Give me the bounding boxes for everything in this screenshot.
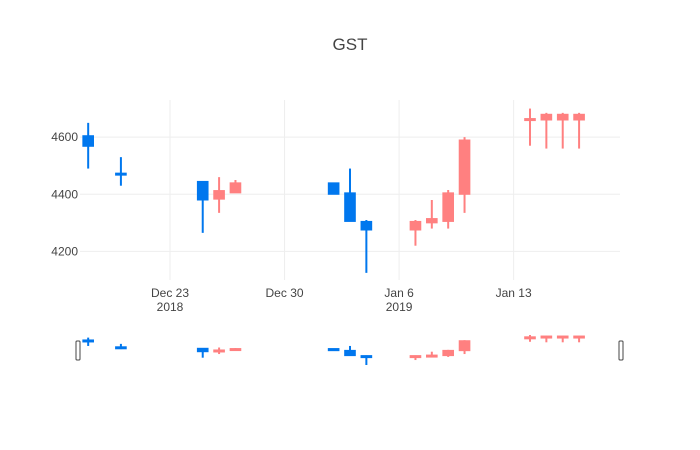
- x-tick-label: Jan 13: [496, 286, 532, 300]
- slider-candle-body: [540, 335, 553, 339]
- slider-candle: [524, 335, 536, 342]
- candle-body: [426, 218, 438, 224]
- y-tick-label: 4400: [51, 187, 78, 201]
- slider-candle-body: [213, 349, 225, 353]
- candle-decreasing[interactable]: [82, 122, 95, 169]
- slider-candle: [229, 348, 242, 352]
- candle-decreasing[interactable]: [344, 168, 356, 222]
- y-tick-label: 4600: [51, 130, 78, 144]
- slider-candle-body: [344, 349, 356, 357]
- slider-candle: [344, 345, 356, 357]
- y-axis: 4200 4400 4600: [51, 130, 78, 258]
- chart-title: GST: [333, 35, 368, 54]
- range-slider[interactable]: [75, 335, 624, 365]
- slider-candle-body: [442, 349, 455, 357]
- candle-increasing[interactable]: [442, 190, 455, 229]
- x-tick-label: Dec 30: [266, 286, 304, 300]
- candle-increasing[interactable]: [426, 200, 438, 229]
- candle-body: [573, 113, 585, 121]
- candle-body: [524, 118, 536, 122]
- candle-body: [556, 113, 569, 121]
- slider-candle: [213, 347, 225, 355]
- candle-body: [360, 220, 373, 231]
- slider-candle: [196, 347, 209, 358]
- slider-candle-body: [196, 347, 209, 353]
- slider-candle: [556, 335, 569, 343]
- slider-candle-body: [458, 340, 471, 352]
- candle-body: [442, 192, 455, 222]
- slider-candle-body: [229, 348, 242, 352]
- slider-candle-body: [524, 336, 536, 340]
- candle-body: [229, 182, 242, 194]
- slider-candle-body: [360, 355, 373, 359]
- slider-candle-body: [327, 348, 340, 352]
- x-tick-year-label: 2019: [386, 300, 413, 314]
- candle-body: [458, 139, 471, 195]
- candle-body: [540, 113, 553, 121]
- candle-body: [196, 180, 209, 201]
- candle-increasing[interactable]: [556, 112, 569, 149]
- candle-body: [344, 192, 356, 222]
- slider-candle-body: [573, 335, 585, 339]
- x-tick-label: Jan 6: [384, 286, 414, 300]
- range-slider-left-handle[interactable]: [75, 340, 81, 361]
- candle-decreasing[interactable]: [327, 182, 340, 195]
- slider-candle: [82, 337, 95, 346]
- range-slider-right-handle[interactable]: [618, 340, 624, 361]
- candle-body: [82, 135, 95, 147]
- candle-layer: [82, 108, 585, 273]
- slider-candle: [360, 355, 373, 365]
- candle-increasing[interactable]: [458, 137, 471, 213]
- slider-candle-body: [409, 355, 422, 359]
- slider-candle: [327, 348, 340, 352]
- candle-increasing[interactable]: [229, 180, 242, 194]
- slider-candle: [573, 335, 585, 343]
- candle-decreasing[interactable]: [360, 220, 373, 273]
- slider-candle-body: [426, 354, 438, 358]
- x-tick-label: Dec 23: [151, 286, 189, 300]
- candle-increasing[interactable]: [540, 112, 553, 149]
- candle-decreasing[interactable]: [196, 180, 209, 233]
- x-tick-year-label: 2018: [157, 300, 184, 314]
- slider-candle: [426, 351, 438, 358]
- candle-body: [115, 172, 127, 176]
- candle-body: [409, 220, 422, 231]
- y-tick-label: 4200: [51, 244, 78, 258]
- candle-increasing[interactable]: [409, 220, 422, 246]
- slider-candle: [442, 349, 455, 357]
- candle-decreasing[interactable]: [115, 157, 127, 186]
- candle-increasing[interactable]: [213, 177, 225, 213]
- grid-layer: [80, 100, 620, 280]
- slider-candle: [115, 343, 127, 350]
- slider-candle-body: [82, 339, 95, 343]
- slider-candle: [458, 340, 471, 355]
- slider-candle-body: [115, 346, 127, 350]
- slider-candle-body: [556, 335, 569, 339]
- slider-candle: [540, 335, 553, 343]
- slider-candle: [409, 355, 422, 361]
- candle-body: [327, 182, 340, 195]
- candle-increasing[interactable]: [524, 108, 536, 146]
- candle-body: [213, 190, 225, 200]
- candle-increasing[interactable]: [573, 112, 585, 149]
